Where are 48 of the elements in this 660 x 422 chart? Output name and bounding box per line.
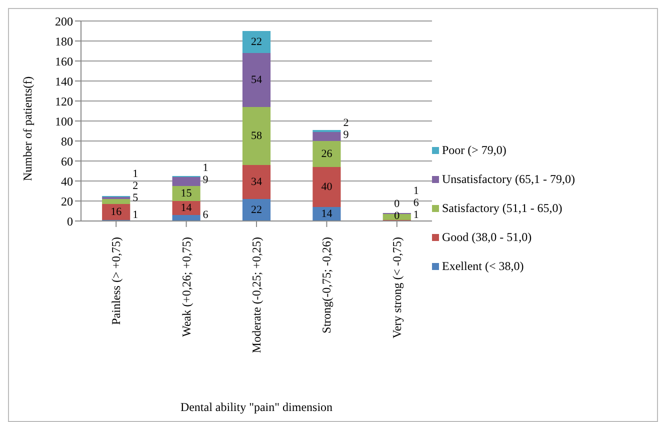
data-label: 22 bbox=[251, 204, 262, 216]
x-axis-title: Dental ability "pain" dimension bbox=[180, 400, 333, 414]
data-label: 9 bbox=[343, 129, 350, 141]
y-tick-label: 100 bbox=[55, 114, 73, 128]
data-label: 1 bbox=[413, 185, 419, 197]
data-label: 54 bbox=[251, 74, 262, 86]
y-tick-label: 140 bbox=[55, 74, 73, 88]
y-tick-label: 0 bbox=[67, 214, 73, 228]
x-tick-label: Painless (> +0,75) bbox=[109, 237, 124, 325]
x-tick-label: Strong(-0,75; -0,26) bbox=[320, 237, 334, 334]
legend-label: Exellent (< 38,0) bbox=[442, 258, 524, 274]
y-tick-label: 20 bbox=[61, 194, 73, 208]
y-tick-label: 160 bbox=[55, 54, 73, 68]
y-tick-label: 60 bbox=[61, 154, 73, 168]
legend-label: Good (38,0 - 51,0) bbox=[442, 230, 532, 244]
data-label: 16 bbox=[110, 206, 122, 218]
y-tick-label: 180 bbox=[55, 34, 73, 48]
data-label: 1 bbox=[132, 209, 138, 221]
data-label: 22 bbox=[251, 36, 262, 48]
data-label: 0 bbox=[394, 198, 400, 210]
data-label: 34 bbox=[251, 176, 262, 188]
x-tick-label: Very strong (< -0,75) bbox=[390, 237, 404, 338]
data-label: 26 bbox=[321, 148, 333, 160]
data-label: 14 bbox=[321, 208, 333, 220]
legend-label: Satisfactory (51,1 - 65,0) bbox=[442, 200, 562, 216]
data-label: 14 bbox=[180, 202, 192, 214]
data-label: 9 bbox=[202, 174, 209, 186]
data-label: 0 bbox=[394, 210, 400, 222]
y-tick-label: 40 bbox=[61, 174, 73, 188]
x-tick-label: Weak (+0,26; +0,75) bbox=[179, 237, 194, 337]
data-label: 15 bbox=[180, 188, 192, 200]
data-label: 1 bbox=[132, 168, 138, 180]
data-label: 58 bbox=[251, 130, 262, 142]
data-label: 6 bbox=[202, 209, 209, 221]
data-label: 1 bbox=[202, 162, 208, 174]
y-tick-label: 80 bbox=[61, 134, 73, 148]
x-tick-label: Moderate (-0,25; +0,25) bbox=[250, 237, 264, 354]
data-label: 5 bbox=[132, 192, 139, 204]
legend-label: Unsatisfactory (65,1 - 79,0) bbox=[442, 172, 575, 186]
data-label: 1 bbox=[413, 209, 419, 221]
data-label: 2 bbox=[132, 180, 138, 192]
data-label: 40 bbox=[321, 181, 333, 193]
y-tick-label: 200 bbox=[55, 14, 73, 28]
legend-label: Poor (> 79,0) bbox=[442, 142, 506, 158]
y-tick-label: 120 bbox=[55, 94, 73, 108]
data-label: 2 bbox=[343, 117, 349, 129]
y-axis-title: Number of patients(f) bbox=[20, 76, 34, 181]
data-label: 6 bbox=[413, 197, 420, 209]
